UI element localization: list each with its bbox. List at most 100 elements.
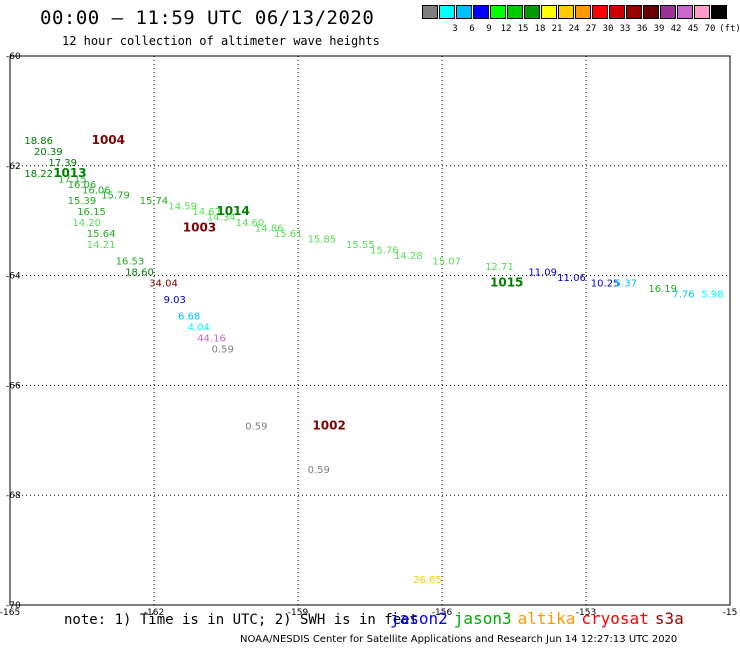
- wave-height-value: 14.21: [87, 240, 116, 251]
- plot-frame: [9, 55, 731, 606]
- y-tick-label: -68: [6, 491, 21, 501]
- legend-label: 12: [500, 24, 512, 34]
- wave-height-value: 15.74: [140, 196, 169, 207]
- y-tick-label: -64: [6, 272, 21, 282]
- wave-height-value: 0.59: [212, 344, 234, 355]
- footnote: note: 1) Time is in UTC; 2) SWH is in fe…: [64, 612, 419, 628]
- wave-height-value: 14.20: [72, 218, 101, 229]
- wave-height-value: 11.06: [557, 273, 586, 284]
- legend-swatch: [609, 5, 625, 19]
- wave-height-value: 5.98: [701, 290, 723, 301]
- legend-label: 70: [704, 24, 716, 34]
- wave-height-value: 15.85: [308, 235, 337, 246]
- wave-height-value: 10.25: [591, 279, 620, 290]
- wave-height-value: 16.06: [82, 185, 111, 196]
- wave-height-value: 9.03: [164, 295, 186, 306]
- legend-unit: (ft): [719, 24, 740, 34]
- legend-swatch: [592, 5, 608, 19]
- x-tick-label: -156: [432, 608, 453, 618]
- legend-swatch: [456, 5, 472, 19]
- legend-swatch: [422, 5, 438, 19]
- legend-swatch: [711, 5, 727, 19]
- wave-height-value: 5.37: [615, 279, 637, 290]
- pressure-label: 1004: [92, 133, 125, 147]
- wave-height-value: 15.55: [346, 240, 375, 251]
- legend-swatch: [473, 5, 489, 19]
- legend-label: 30: [602, 24, 614, 34]
- wave-height-value: 4.04: [188, 323, 210, 334]
- pressure-label: 1003: [183, 221, 216, 235]
- legend-label: 3: [452, 24, 458, 34]
- wave-height-value: 6.68: [178, 312, 200, 323]
- wave-height-value: 14.67: [192, 207, 221, 218]
- wave-height-value: 0.59: [245, 421, 267, 432]
- pressure-label: 1013: [53, 166, 86, 180]
- wave-height-value: 14.60: [236, 218, 265, 229]
- legend-swatch: [524, 5, 540, 19]
- legend-swatch: [507, 5, 523, 19]
- wave-height-value: 15.39: [68, 196, 97, 207]
- wave-height-value: 7.76: [672, 290, 694, 301]
- wave-height-value: 17.15: [58, 174, 87, 185]
- chart-title: 00:00 – 11:59 UTC 06/13/2020: [40, 7, 375, 29]
- wave-height-value: 26.65: [413, 575, 442, 586]
- wave-height-value: 16.19: [648, 284, 677, 295]
- wave-height-value: 16.15: [77, 207, 106, 218]
- pressure-label: 1014: [216, 204, 249, 218]
- credit-line: NOAA/NESDIS Center for Satellite Applica…: [240, 634, 678, 645]
- wave-height-value: 17.39: [48, 158, 77, 169]
- legend-label: 9: [486, 24, 492, 34]
- legend-swatch: [575, 5, 591, 19]
- wave-height-value: 15.61: [274, 229, 303, 240]
- legend-label: 15: [517, 24, 529, 34]
- wave-height-value: 0.59: [308, 465, 330, 476]
- legend-swatch: [660, 5, 676, 19]
- legend-swatch: [541, 5, 557, 19]
- x-tick-label: -159: [288, 608, 309, 618]
- legend-label: 36: [636, 24, 648, 34]
- wave-height-value: 16.53: [116, 257, 145, 268]
- legend-swatch: [677, 5, 693, 19]
- legend-label: 42: [670, 24, 682, 34]
- satellite-legend: jason2 jason3 altika cryosat s3a: [390, 609, 690, 628]
- wave-height-value: 11.09: [528, 268, 557, 279]
- legend-swatch: [643, 5, 659, 19]
- wave-height-value: 15.64: [87, 229, 116, 240]
- wave-height-value: 16.06: [68, 180, 97, 191]
- x-tick-label: -165: [0, 608, 20, 618]
- legend-swatch: [490, 5, 506, 19]
- x-tick-label: -15: [723, 608, 738, 618]
- chart-subtitle: 12 hour collection of altimeter wave hei…: [62, 34, 380, 48]
- wave-height-value: 15.07: [432, 257, 461, 268]
- y-tick-label: -62: [6, 162, 21, 172]
- wave-height-value: 14.34: [207, 213, 236, 224]
- wave-height-value: 15.79: [101, 191, 130, 202]
- legend-label: 33: [619, 24, 631, 34]
- x-tick-label: -153: [576, 608, 596, 618]
- wave-height-value: 14.86: [255, 224, 284, 235]
- legend-label: 27: [585, 24, 597, 34]
- satellite-cryosat: cryosat: [581, 609, 649, 628]
- legend-swatch: [439, 5, 455, 19]
- x-tick-label: -162: [144, 608, 164, 618]
- legend-label: 39: [653, 24, 665, 34]
- satellite-altika: altika: [517, 609, 576, 628]
- legend-swatch: [694, 5, 710, 19]
- legend-label: 21: [551, 24, 563, 34]
- satellite-jason2: jason2: [390, 609, 448, 628]
- pressure-label: 1002: [312, 418, 345, 432]
- wave-height-value: 15.76: [370, 246, 399, 257]
- legend-label: 18: [534, 24, 546, 34]
- satellite-jason3: jason3: [453, 609, 512, 628]
- legend-label: 6: [469, 24, 475, 34]
- y-tick-label: -70: [6, 601, 21, 611]
- legend-swatch: [558, 5, 574, 19]
- legend-label: 24: [568, 24, 580, 34]
- y-tick-label: -66: [6, 381, 21, 391]
- wave-height-value: 44.16: [197, 333, 226, 344]
- wave-height-value: 12.71: [485, 262, 514, 273]
- wave-height-value: 18.60: [125, 268, 154, 279]
- wave-height-value: 34.04: [149, 279, 178, 290]
- y-tick-label: -60: [6, 52, 21, 62]
